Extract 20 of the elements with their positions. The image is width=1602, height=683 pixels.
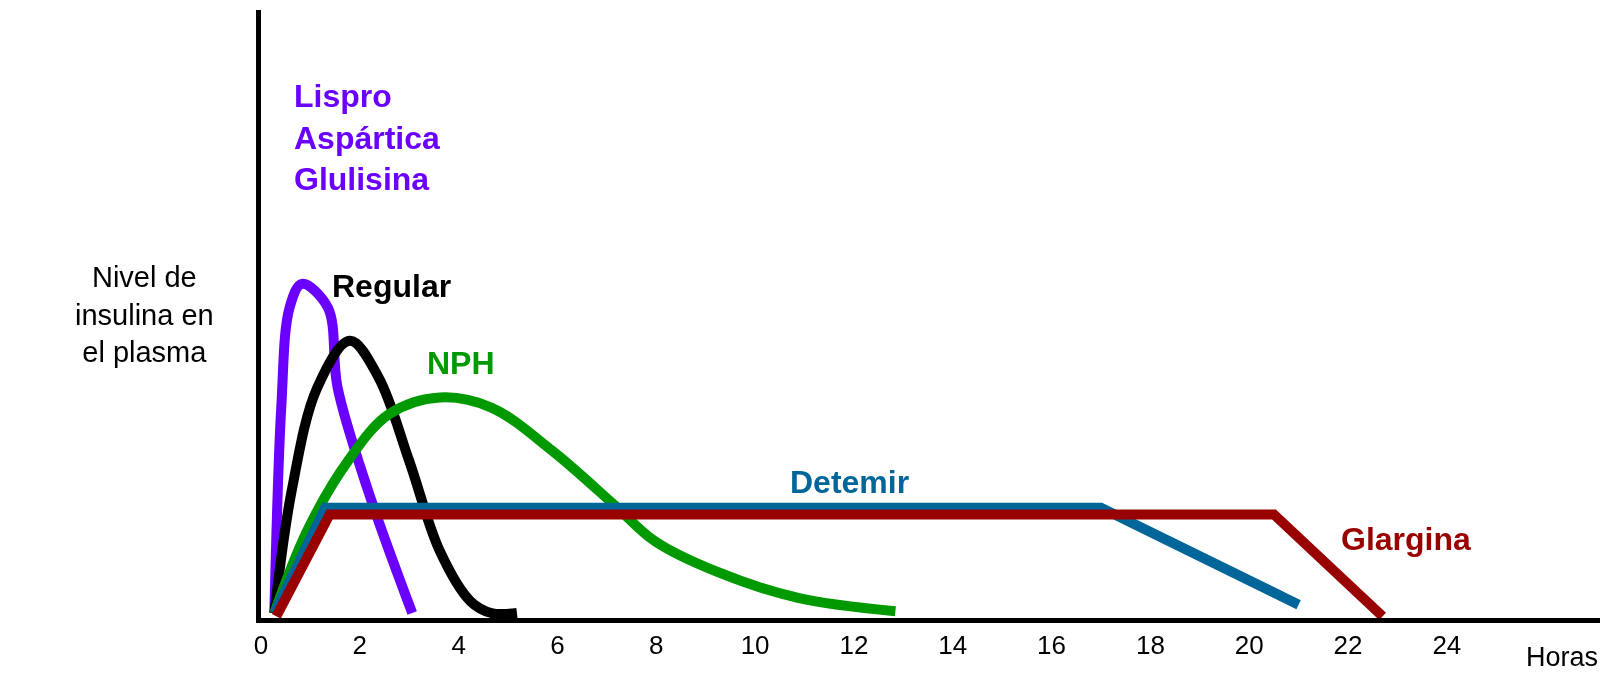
x-tick-label: 24 bbox=[1432, 630, 1462, 661]
x-tick-label: 2 bbox=[352, 630, 368, 661]
text: Lispro Aspártica Glulisina bbox=[294, 78, 441, 198]
x-tick-label: 20 bbox=[1234, 630, 1264, 661]
y-axis-title: Nivel de insulina en el plasma bbox=[75, 261, 214, 369]
x-tick-label: 4 bbox=[451, 630, 466, 661]
series-label: NPH bbox=[427, 345, 495, 381]
x-tick-label: 12 bbox=[839, 630, 869, 661]
x-tick-label: 14 bbox=[938, 630, 968, 661]
x-tick-label: 8 bbox=[649, 630, 664, 661]
series-label: Regular bbox=[332, 268, 452, 304]
x-tick-label: 10 bbox=[740, 630, 770, 661]
series-label: Glargina bbox=[1341, 521, 1472, 557]
x-tick-label: 22 bbox=[1333, 630, 1363, 661]
series-label: Detemir bbox=[790, 464, 910, 500]
x-tick-label: 6 bbox=[550, 630, 565, 661]
x-tick-label: 18 bbox=[1135, 630, 1165, 661]
x-tick-label: 16 bbox=[1037, 630, 1067, 661]
x-axis-title: Horas bbox=[1526, 642, 1599, 672]
x-tick-label: 0 bbox=[253, 630, 269, 661]
